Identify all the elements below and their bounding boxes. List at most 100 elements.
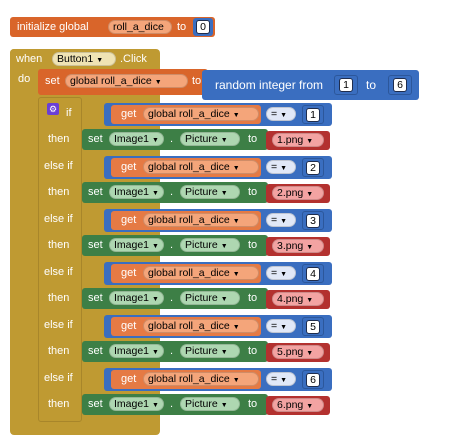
compare-number-field[interactable]: 2	[306, 161, 320, 175]
get-variable-text: global roll_a_dice	[148, 373, 230, 385]
operator-dropdown[interactable]: = ▼	[266, 107, 296, 121]
property-text: Picture	[185, 133, 218, 145]
property-dropdown[interactable]: Picture ▼	[180, 185, 240, 199]
compare-number-field[interactable]: 3	[306, 214, 320, 228]
text-string-block[interactable]: 1.png ▼	[266, 131, 330, 150]
property-dropdown[interactable]: Picture ▼	[180, 132, 240, 146]
global-variable-name-field[interactable]: roll_a_dice	[108, 20, 172, 34]
set-image-picture-block[interactable]: set Image1 ▼ . Picture ▼ to	[82, 235, 268, 256]
random-to-socket[interactable]: 6	[388, 75, 412, 95]
compare-number-field[interactable]: 6	[306, 373, 320, 387]
chevron-down-icon: ▼	[220, 349, 228, 356]
compare-block[interactable]: get global roll_a_dice ▼ = ▼ 5	[104, 315, 332, 338]
property-dropdown[interactable]: Picture ▼	[180, 397, 240, 411]
text-string-block[interactable]: 2.png ▼	[266, 184, 330, 203]
get-variable-block[interactable]: get global roll_a_dice ▼	[111, 370, 261, 389]
setter-to-label: to	[248, 398, 258, 410]
get-variable-block[interactable]: get global roll_a_dice ▼	[111, 158, 261, 177]
get-variable-block[interactable]: get global roll_a_dice ▼	[111, 264, 261, 283]
get-variable-block[interactable]: get global roll_a_dice ▼	[111, 211, 261, 230]
init-number-block[interactable]: 0	[193, 18, 213, 36]
compare-number-field[interactable]: 1	[306, 108, 320, 122]
compare-number-socket[interactable]: 1	[302, 105, 324, 124]
component-dropdown[interactable]: Image1 ▼	[109, 185, 164, 199]
component-text: Image1	[114, 345, 150, 357]
compare-number-socket[interactable]: 3	[302, 211, 324, 230]
text-string-block[interactable]: 3.png ▼	[266, 237, 330, 256]
filename-field[interactable]: 6.png ▼	[272, 398, 324, 412]
text-string-block[interactable]: 6.png ▼	[266, 396, 330, 415]
operator-text: =	[271, 214, 278, 226]
compare-number-field[interactable]: 5	[306, 320, 320, 334]
filename-field[interactable]: 1.png ▼	[272, 133, 324, 147]
property-dropdown[interactable]: Picture ▼	[180, 344, 240, 358]
random-to-field[interactable]: 6	[393, 78, 407, 92]
get-variable-block[interactable]: get global roll_a_dice ▼	[111, 105, 261, 124]
compare-block[interactable]: get global roll_a_dice ▼ = ▼ 4	[104, 262, 332, 285]
component-dropdown[interactable]: Image1 ▼	[109, 291, 164, 305]
chevron-down-icon: ▼	[154, 79, 162, 86]
chevron-down-icon: ▼	[232, 218, 240, 225]
operator-dropdown[interactable]: = ▼	[266, 372, 296, 386]
component-dropdown[interactable]: Image1 ▼	[109, 397, 164, 411]
get-variable-dropdown[interactable]: global roll_a_dice ▼	[143, 160, 259, 174]
text-string-block[interactable]: 5.png ▼	[266, 343, 330, 362]
set-image-picture-block[interactable]: set Image1 ▼ . Picture ▼ to	[82, 288, 268, 309]
init-value-field[interactable]: 0	[196, 20, 210, 34]
operator-dropdown[interactable]: = ▼	[266, 266, 296, 280]
get-label: get	[121, 373, 137, 385]
condition-keyword-label: if	[66, 107, 72, 119]
set-image-picture-block[interactable]: set Image1 ▼ . Picture ▼ to	[82, 182, 268, 203]
random-from-field[interactable]: 1	[339, 78, 353, 92]
get-variable-dropdown[interactable]: global roll_a_dice ▼	[143, 107, 259, 121]
setter-set-label: set	[88, 345, 103, 357]
compare-block[interactable]: get global roll_a_dice ▼ = ▼ 3	[104, 209, 332, 232]
chevron-down-icon: ▼	[306, 244, 314, 251]
set-image-picture-block[interactable]: set Image1 ▼ . Picture ▼ to	[82, 341, 268, 362]
compare-block[interactable]: get global roll_a_dice ▼ = ▼ 1	[104, 103, 332, 126]
get-variable-dropdown[interactable]: global roll_a_dice ▼	[143, 266, 259, 280]
chevron-down-icon: ▼	[96, 57, 104, 64]
operator-dropdown[interactable]: = ▼	[266, 160, 296, 174]
operator-dropdown[interactable]: = ▼	[266, 213, 296, 227]
filename-field[interactable]: 4.png ▼	[272, 292, 324, 306]
compare-block[interactable]: get global roll_a_dice ▼ = ▼ 6	[104, 368, 332, 391]
component-dropdown[interactable]: Image1 ▼	[109, 132, 164, 146]
component-dropdown[interactable]: Button1 ▼	[52, 52, 116, 66]
property-dropdown[interactable]: Picture ▼	[180, 291, 240, 305]
set-global-variable-block[interactable]: set global roll_a_dice ▼ to	[38, 69, 208, 95]
get-variable-text: global roll_a_dice	[148, 214, 230, 226]
set-variable-dropdown[interactable]: global roll_a_dice ▼	[65, 74, 188, 88]
component-dropdown[interactable]: Image1 ▼	[109, 344, 164, 358]
chevron-down-icon: ▼	[280, 165, 288, 172]
filename-field[interactable]: 5.png ▼	[272, 345, 324, 359]
random-from-socket[interactable]: 1	[334, 75, 358, 95]
operator-text: =	[271, 108, 278, 120]
initialize-global-block[interactable]: initialize global roll_a_dice to 0	[10, 17, 215, 37]
filename-field[interactable]: 2.png ▼	[272, 186, 324, 200]
compare-number-socket[interactable]: 2	[302, 158, 324, 177]
property-dropdown[interactable]: Picture ▼	[180, 238, 240, 252]
random-integer-block[interactable]: random integer from 1 to 6	[202, 70, 419, 100]
set-image-picture-block[interactable]: set Image1 ▼ . Picture ▼ to	[82, 129, 268, 150]
compare-number-socket[interactable]: 6	[302, 370, 324, 389]
if-elseif-block[interactable]	[38, 97, 82, 422]
get-variable-dropdown[interactable]: global roll_a_dice ▼	[143, 213, 259, 227]
random-to-label: to	[366, 78, 377, 92]
get-variable-dropdown[interactable]: global roll_a_dice ▼	[143, 372, 259, 386]
filename-field[interactable]: 3.png ▼	[272, 239, 324, 253]
compare-block[interactable]: get global roll_a_dice ▼ = ▼ 2	[104, 156, 332, 179]
get-variable-text: global roll_a_dice	[148, 161, 230, 173]
set-image-picture-block[interactable]: set Image1 ▼ . Picture ▼ to	[82, 394, 268, 415]
chevron-down-icon: ▼	[232, 271, 240, 278]
set-to-label: to	[192, 75, 202, 87]
text-string-block[interactable]: 4.png ▼	[266, 290, 330, 309]
gear-icon[interactable]: ⚙	[47, 103, 59, 115]
component-dropdown[interactable]: Image1 ▼	[109, 238, 164, 252]
compare-number-socket[interactable]: 5	[302, 317, 324, 336]
get-variable-dropdown[interactable]: global roll_a_dice ▼	[143, 319, 259, 333]
get-variable-block[interactable]: get global roll_a_dice ▼	[111, 317, 261, 336]
compare-number-socket[interactable]: 4	[302, 264, 324, 283]
operator-dropdown[interactable]: = ▼	[266, 319, 296, 333]
compare-number-field[interactable]: 4	[306, 267, 320, 281]
